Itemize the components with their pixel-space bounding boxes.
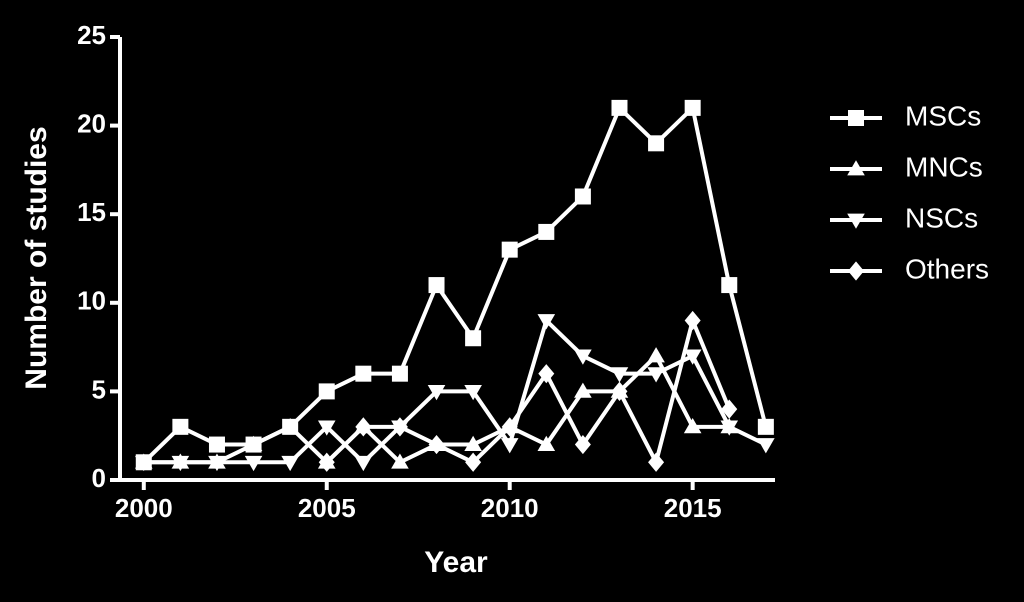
data-point — [464, 385, 482, 401]
data-point — [281, 418, 299, 434]
data-point — [574, 434, 591, 455]
data-point — [684, 99, 701, 116]
x-axis-title: Year — [424, 546, 488, 579]
data-point — [134, 455, 153, 472]
data-point — [428, 434, 445, 455]
data-point — [538, 364, 555, 384]
data-point — [574, 382, 592, 398]
x-tick-label: 2000 — [115, 493, 173, 523]
data-point — [647, 347, 665, 363]
data-point — [501, 417, 518, 437]
y-tick-label: 15 — [77, 197, 106, 227]
data-point — [244, 455, 263, 472]
data-point — [172, 418, 189, 435]
data-point — [757, 438, 775, 454]
x-tick-label: 2005 — [298, 493, 356, 523]
data-point — [537, 435, 556, 451]
data-point — [464, 435, 482, 451]
data-point — [391, 365, 408, 382]
legend-marker — [848, 261, 864, 281]
y-tick-label: 5 — [92, 374, 106, 404]
x-tick-label: 2010 — [481, 493, 539, 523]
data-point — [501, 241, 518, 258]
data-point — [171, 455, 190, 472]
legend-marker — [847, 160, 865, 176]
data-point — [611, 381, 628, 401]
data-point — [537, 314, 556, 330]
data-point — [683, 349, 702, 365]
legend-label: Others — [905, 253, 989, 284]
data-point — [318, 383, 335, 400]
data-point — [428, 277, 445, 294]
data-point — [281, 455, 299, 472]
data-point — [610, 367, 629, 383]
data-point — [574, 188, 591, 205]
data-point — [757, 418, 774, 435]
data-point — [721, 277, 738, 294]
data-point — [317, 420, 336, 436]
data-point — [355, 365, 372, 382]
legend-label: MSCs — [905, 100, 981, 131]
y-tick-label: 25 — [77, 20, 106, 50]
data-point — [500, 438, 519, 454]
data-point — [318, 452, 335, 472]
data-point — [647, 367, 665, 383]
data-point — [427, 385, 446, 401]
data-point — [354, 455, 373, 472]
legend-marker — [847, 213, 865, 229]
data-point — [720, 420, 739, 436]
y-tick-label: 20 — [77, 108, 106, 138]
legend-label: MNCs — [905, 151, 983, 182]
data-point — [244, 435, 263, 451]
data-point — [208, 436, 225, 453]
data-point — [391, 453, 409, 469]
data-point — [648, 452, 665, 472]
data-point — [648, 135, 665, 152]
data-point — [538, 223, 555, 240]
data-point — [208, 455, 226, 472]
data-point — [683, 418, 702, 434]
data-point — [465, 330, 482, 347]
legend-marker — [848, 110, 864, 126]
data-point — [721, 399, 738, 419]
data-point — [611, 99, 628, 116]
data-point — [391, 417, 408, 437]
data-point — [684, 310, 701, 331]
y-tick-label: 0 — [92, 463, 106, 493]
y-tick-label: 10 — [77, 286, 106, 316]
y-axis-title: Number of studies — [20, 126, 53, 389]
legend-label: NSCs — [905, 202, 978, 233]
data-point — [355, 417, 372, 437]
x-tick-label: 2015 — [664, 493, 722, 523]
series-line — [142, 105, 768, 464]
data-point — [574, 349, 592, 365]
data-point — [465, 452, 482, 472]
